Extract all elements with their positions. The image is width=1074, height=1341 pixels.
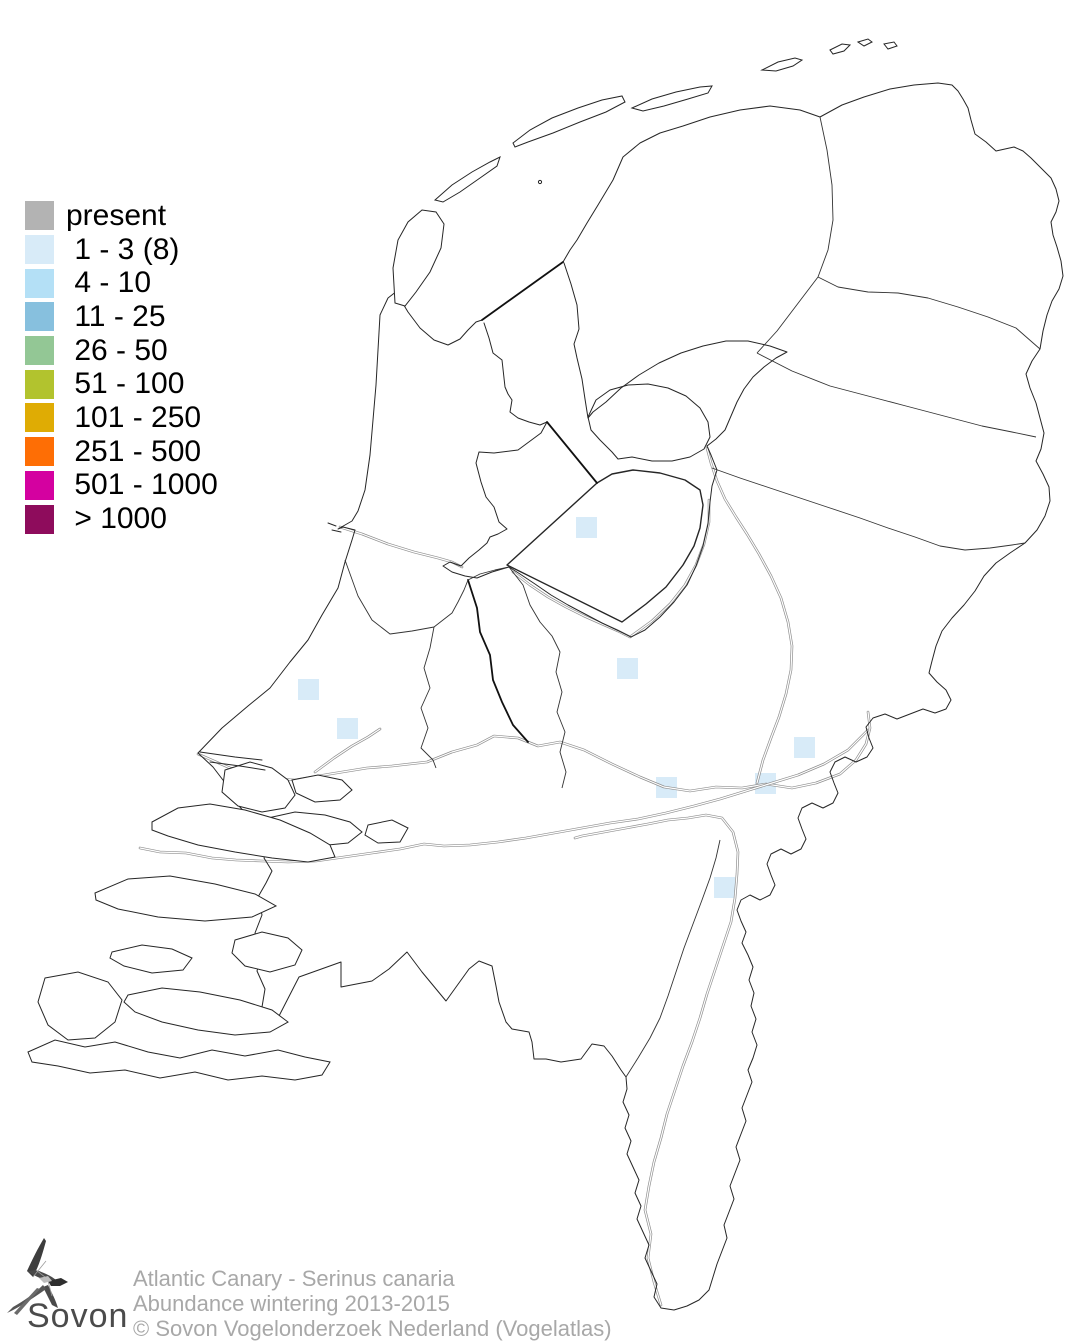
legend-swatch: [25, 336, 54, 366]
grid-cell-abundance: [714, 877, 735, 898]
tholen: [231, 931, 303, 973]
legend-label: > 1000: [66, 502, 167, 536]
legend-item-7: 251 - 500: [25, 435, 218, 469]
legend-item-5: 51 - 100: [25, 367, 218, 401]
schouwen-duiveland: [94, 875, 278, 922]
rivers: [138, 446, 872, 1307]
zuid-beveland: [123, 987, 289, 1036]
legend-item-9: > 1000: [25, 502, 218, 536]
legend-swatch: [25, 302, 54, 332]
legend-label: 251 - 500: [66, 434, 202, 468]
legend-item-2: 4 - 10: [25, 266, 218, 300]
afsluitdijk: [481, 261, 564, 321]
grid-cell-abundance: [337, 718, 358, 739]
legend-swatch: [25, 437, 54, 467]
eiland-van-dordrecht: [364, 819, 409, 844]
legend-label: 51 - 100: [66, 367, 185, 401]
legend-item-3: 11 - 25: [25, 300, 218, 334]
legend: present 1 - 3 (8) 4 - 10 11 - 25 26 - 50…: [25, 199, 218, 536]
sovon-logo-text: Sovon: [27, 1297, 129, 1335]
delta-islands: [27, 761, 409, 1081]
legend-item-1: 1 - 3 (8): [25, 233, 218, 267]
ijsselmeer-shoreline: [442, 262, 788, 638]
caption-species: Atlantic Canary - Serinus canaria: [133, 1266, 455, 1291]
legend-label: 101 - 250: [66, 400, 202, 434]
legend-item-0: present: [25, 199, 218, 233]
legend-label: 1 - 3 (8): [66, 232, 180, 266]
legend-label: 4 - 10: [66, 266, 152, 300]
legend-swatch: [25, 201, 54, 231]
legend-swatch: [25, 403, 54, 433]
grid-cell-abundance: [576, 517, 597, 538]
houtribdijk: [546, 421, 598, 484]
amsterdam-rijnkanaal: [467, 579, 529, 743]
legend-swatch: [25, 504, 54, 534]
province-borders: [344, 116, 1041, 1078]
legend-item-8: 501 - 1000: [25, 469, 218, 503]
wadden-islands: [392, 38, 898, 307]
ameland: [630, 85, 713, 112]
noord-beveland: [109, 944, 193, 974]
legend-swatch: [25, 470, 54, 500]
goeree-overflakkee: [151, 803, 336, 863]
noordoostpolder: [587, 383, 711, 462]
legend-label: 26 - 50: [66, 333, 168, 367]
legend-item-6: 101 - 250: [25, 401, 218, 435]
grid-cell-abundance: [617, 658, 638, 679]
ijsselmonde: [291, 774, 353, 803]
legend-label: present: [66, 198, 167, 232]
harbour-details: [199, 522, 342, 771]
legend-item-4: 26 - 50: [25, 334, 218, 368]
sovon-swallow-icon: [7, 1238, 68, 1315]
caption-copyright: © Sovon Vogelonderzoek Nederland (Vogela…: [133, 1316, 612, 1341]
dikes: [467, 261, 598, 743]
legend-label: 11 - 25: [66, 299, 166, 333]
walcheren: [37, 971, 123, 1041]
mainland-outline: [197, 82, 1064, 1311]
vlieland: [433, 156, 501, 203]
caption-subtitle: Abundance wintering 2013-2015: [133, 1291, 450, 1316]
grid-cell-abundance: [298, 679, 319, 700]
texel: [392, 209, 445, 307]
flevoland-polder: [506, 469, 704, 623]
legend-swatch: [25, 369, 54, 399]
schiermonnikoog: [760, 57, 804, 72]
zeeuws-vlaanderen: [27, 1039, 331, 1081]
legend-swatch: [25, 268, 54, 298]
legend-label: 501 - 1000: [66, 468, 218, 502]
terschelling: [512, 95, 626, 148]
voorne-putten: [221, 761, 296, 813]
grid-cell-abundance: [794, 737, 815, 758]
legend-swatch: [25, 235, 54, 265]
